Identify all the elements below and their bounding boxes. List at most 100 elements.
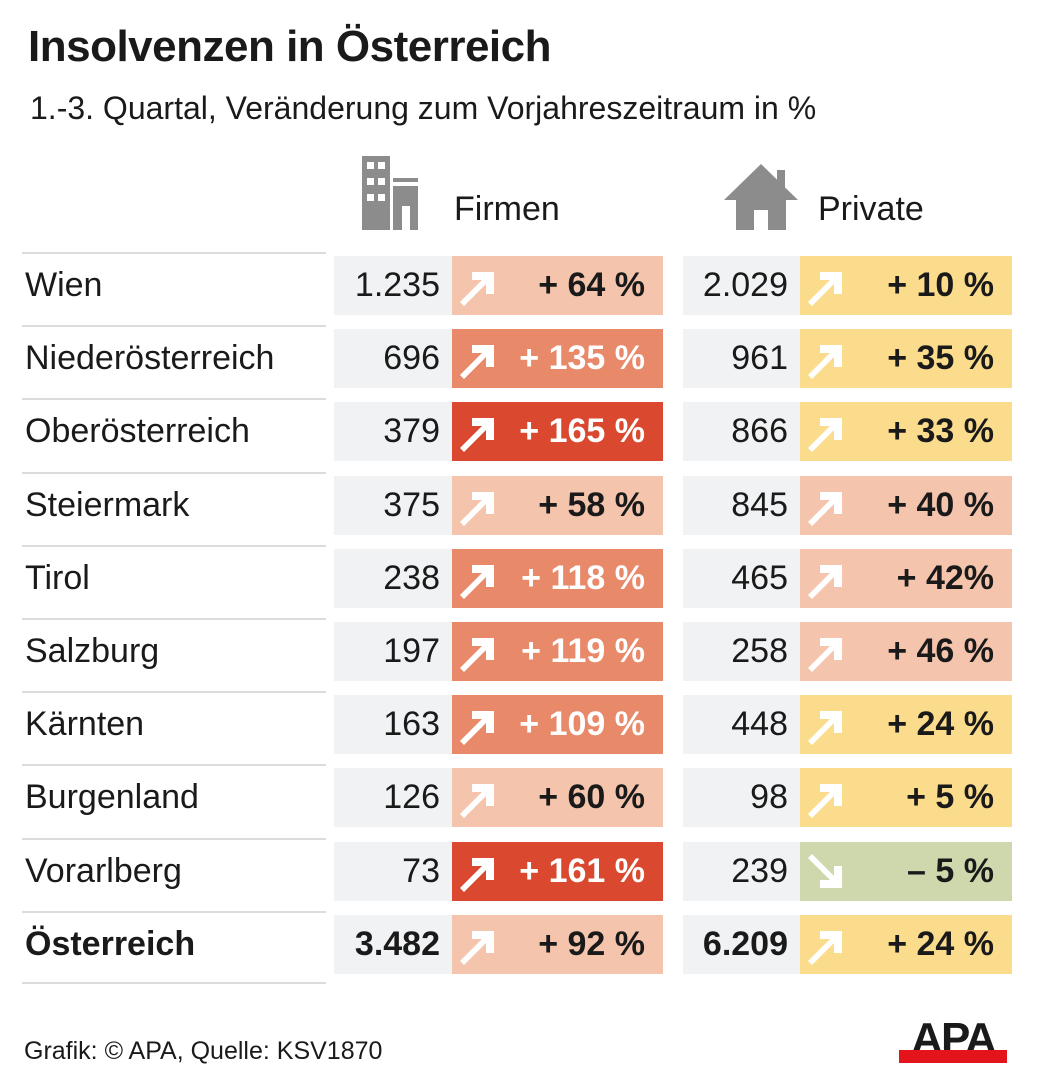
private-change-cell: + 5 % [800, 768, 1012, 828]
private-count: 961 [683, 329, 800, 389]
private-count: 258 [683, 622, 800, 681]
firmen-change-cell: + 64 % [452, 256, 663, 315]
private-count: 448 [683, 695, 800, 755]
firmen-change: + 109 % [519, 705, 645, 744]
arrow-up-right-icon [460, 711, 494, 746]
firmen-change: + 119 % [521, 632, 645, 670]
region-label: Burgenland [22, 764, 326, 836]
private-change-cell: + 10 % [800, 256, 1012, 315]
table-row: Niederösterreich 696 + 135 % 961 + 35 % [0, 325, 1041, 398]
table-row: Vorarlberg 73 + 161 % 239 – 5 % [0, 837, 1041, 911]
firmen-change-cell: + 119 % [452, 622, 663, 681]
region-label: Kärnten [22, 691, 326, 763]
subtitle: 1.-3. Quartal, Veränderung zum Vorjahres… [30, 90, 817, 126]
firmen-change: + 92 % [538, 924, 645, 963]
firmen-change-cell: + 165 % [452, 402, 663, 462]
table-row: Kärnten 163 + 109 % 448 + 24 % [0, 691, 1041, 764]
arrow-up-right-icon [460, 784, 494, 819]
private-count: 866 [683, 402, 800, 462]
private-change: + 42% [896, 558, 994, 597]
private-count: 845 [683, 475, 800, 535]
private-change: + 24 % [887, 924, 994, 963]
table-row: Tirol 238 + 118 % 465 + 42% [0, 544, 1041, 618]
firmen-count: 3.482 [334, 914, 452, 974]
private-count: 465 [683, 548, 800, 608]
arrow-up-right-icon [808, 638, 842, 672]
firmen-change: + 165 % [519, 412, 645, 451]
private-change-cell: + 24 % [800, 695, 1012, 755]
source-credit: Grafik: © APA, Quelle: KSV1870 [24, 1037, 383, 1065]
firmen-change: + 64 % [538, 266, 645, 304]
private-change: – 5 % [907, 851, 994, 890]
region-label: Vorarlberg [22, 837, 326, 910]
firmen-change-cell: + 135 % [452, 329, 663, 389]
firmen-change-cell: + 58 % [452, 475, 663, 535]
private-change-cell: + 33 % [800, 402, 1012, 462]
private-count: 6.209 [683, 914, 800, 974]
private-change-cell: + 42% [800, 548, 1012, 608]
arrow-up-right-icon [460, 345, 494, 380]
private-change-cell: + 40 % [800, 475, 1012, 535]
firmen-count: 379 [334, 402, 452, 462]
region-label: Oberösterreich [22, 398, 326, 470]
region-label: Tirol [22, 544, 326, 617]
table-row: Österreich 3.482 + 92 % 6.209 + 24 % [0, 910, 1041, 984]
table-row: Steiermark 375 + 58 % 845 + 40 % [0, 471, 1041, 545]
arrow-up-right-icon [808, 272, 842, 306]
arrow-up-right-icon [460, 491, 494, 526]
arrow-up-right-icon [808, 711, 842, 746]
office-building-icon [362, 156, 418, 230]
private-change-cell: + 46 % [800, 622, 1012, 681]
private-change: + 10 % [887, 266, 994, 304]
house-icon [724, 164, 798, 230]
region-label: Wien [22, 252, 326, 324]
column-header-firmen: Firmen [454, 190, 560, 228]
firmen-change: + 118 % [521, 558, 645, 597]
private-change: + 35 % [887, 339, 994, 378]
firmen-change: + 161 % [519, 851, 645, 890]
private-change-cell: + 24 % [800, 914, 1012, 974]
firmen-count: 696 [334, 329, 452, 389]
region-label: Steiermark [22, 471, 326, 544]
private-count: 2.029 [683, 256, 800, 315]
column-header-private: Private [818, 190, 924, 228]
private-change: + 24 % [887, 705, 994, 744]
firmen-change-cell: + 109 % [452, 695, 663, 755]
arrow-up-right-icon [460, 418, 494, 453]
arrow-up-right-icon [460, 638, 494, 672]
divider [22, 982, 326, 984]
arrow-up-right-icon [460, 930, 494, 965]
firmen-change-cell: + 161 % [452, 841, 663, 901]
arrow-up-right-icon [808, 418, 842, 453]
private-change: + 40 % [887, 485, 994, 524]
arrow-up-right-icon [460, 272, 494, 306]
firmen-count: 126 [334, 768, 452, 828]
table-row: Burgenland 126 + 60 % 98 + 5 % [0, 764, 1041, 837]
arrow-up-right-icon [460, 857, 494, 892]
apa-logo: APA [899, 1017, 1007, 1063]
arrow-up-right-icon [808, 784, 842, 819]
firmen-change: + 60 % [538, 778, 645, 817]
private-change-cell: – 5 % [800, 841, 1012, 901]
arrow-down-right-icon [808, 853, 842, 888]
arrow-up-right-icon [808, 345, 842, 380]
firmen-count: 73 [334, 841, 452, 901]
arrow-up-right-icon [808, 930, 842, 965]
firmen-change-cell: + 92 % [452, 914, 663, 974]
firmen-change: + 135 % [519, 339, 645, 378]
arrow-up-right-icon [460, 564, 494, 599]
table-row: Salzburg 197 + 119 % 258 + 46 % [0, 618, 1041, 691]
region-label: Niederösterreich [22, 325, 326, 397]
private-count: 239 [683, 841, 800, 901]
firmen-count: 197 [334, 622, 452, 681]
private-change-cell: + 35 % [800, 329, 1012, 389]
table-row: Oberösterreich 379 + 165 % 866 + 33 % [0, 398, 1041, 471]
page-title: Insolvenzen in Österreich [28, 22, 552, 71]
table-row: Wien 1.235 + 64 % 2.029 + 10 % [0, 252, 1041, 325]
firmen-count: 1.235 [334, 256, 452, 315]
firmen-change-cell: + 118 % [452, 548, 663, 608]
private-count: 98 [683, 768, 800, 828]
firmen-change-cell: + 60 % [452, 768, 663, 828]
private-change: + 33 % [887, 412, 994, 451]
